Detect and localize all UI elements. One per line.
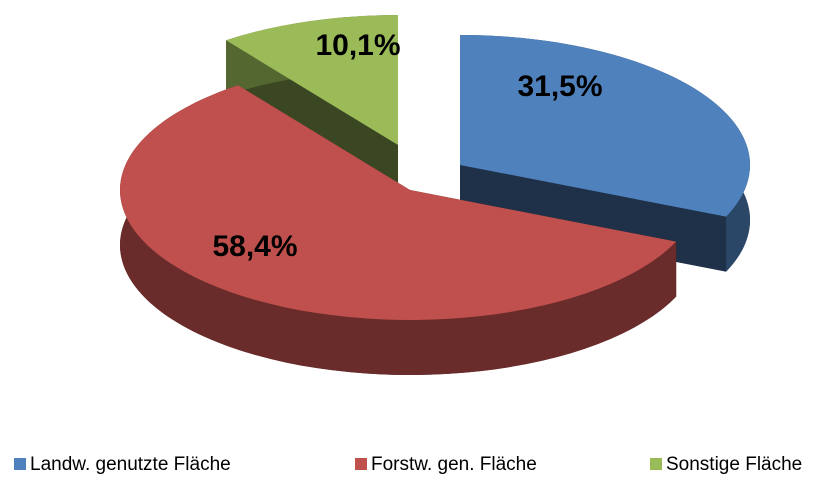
data-label: 58,4% — [212, 230, 297, 263]
pie-slice — [119, 85, 677, 376]
legend-swatch — [355, 458, 367, 470]
legend-label: Sonstige Fläche — [666, 454, 802, 475]
slice-top — [460, 35, 750, 217]
data-label: 31,5% — [517, 70, 602, 103]
legend-swatch — [650, 458, 662, 470]
legend-swatch — [14, 458, 26, 470]
slice-top — [119, 85, 677, 321]
data-label: 10,1% — [315, 29, 400, 62]
slice-side — [119, 85, 677, 376]
slice-top — [226, 14, 398, 145]
legend-label: Forstw. gen. Fläche — [371, 454, 537, 475]
legend-label: Landw. genutzte Fläche — [30, 454, 231, 475]
